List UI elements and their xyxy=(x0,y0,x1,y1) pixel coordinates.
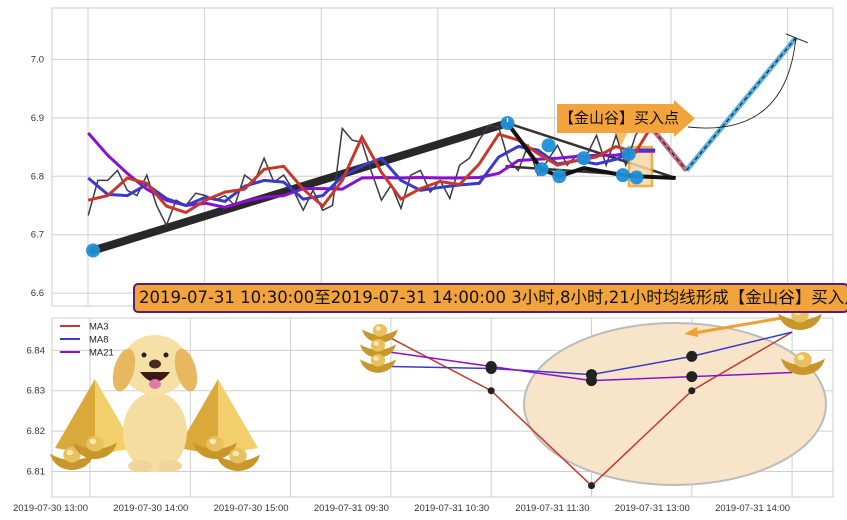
x-tick-label: 2019-07-31 09:30 xyxy=(314,503,389,514)
ingot-dome xyxy=(370,354,386,367)
puppy-body xyxy=(123,392,187,472)
legend-label-ma3: MA3 xyxy=(89,322,109,333)
top-plot-area xyxy=(51,7,834,307)
pivot-point xyxy=(629,170,644,185)
ingot-shine xyxy=(89,438,97,445)
gold-ingot-icon xyxy=(360,339,396,358)
ingot-shine xyxy=(797,354,805,361)
puppy-paw xyxy=(128,460,152,472)
pivot-point xyxy=(615,168,630,183)
gold-ingot-icon xyxy=(50,447,94,471)
pivot-point xyxy=(541,138,556,153)
top-y-tick-label: 7.0 xyxy=(31,54,44,65)
pivot-point xyxy=(621,147,636,162)
ma3-point xyxy=(588,482,595,490)
bottom-y-tick-label: 6.83 xyxy=(27,386,46,397)
buy-point-callout: 【金山谷】买入点 xyxy=(557,104,679,133)
puppy-eye xyxy=(141,352,147,358)
puppy-tongue xyxy=(149,379,161,389)
x-tick-label: 2019-07-31 10:30 xyxy=(414,503,489,514)
x-tick-label: 2019-07-31 13:00 xyxy=(615,503,690,514)
gold-ingot-icon xyxy=(360,354,396,373)
ingot-dome xyxy=(86,436,104,452)
puppy-eye xyxy=(163,352,169,358)
top-y-tick-label: 6.8 xyxy=(31,171,44,182)
pivot-point xyxy=(552,169,567,184)
puppy-nose xyxy=(149,359,161,369)
buy-zone-marker xyxy=(614,132,628,146)
pivot-point xyxy=(500,116,515,131)
gold-pyramid-icon xyxy=(178,379,218,455)
x-tick-label: 2019-07-31 14:00 xyxy=(715,503,790,514)
signal-banner: 2019-07-31 10:30:00至2019-07-31 14:00:00 … xyxy=(133,283,847,313)
top-y-tick-label: 6.9 xyxy=(31,113,44,124)
puppy-illustration xyxy=(112,335,198,472)
pivot-point xyxy=(534,162,549,177)
puppy-ear xyxy=(174,348,198,392)
legend-label-ma21: MA21 xyxy=(89,348,114,359)
top-price-panel: 6.6 6.7 6.8 6.9 7.0 xyxy=(31,7,834,307)
valley-highlight-ellipse xyxy=(523,322,827,486)
bottom-ma-panel: 2019-07-30 13:00 2019-07-30 14:00 2019-07-… xyxy=(13,307,834,514)
gold-ingot-icon xyxy=(781,352,825,376)
pointer-arrow-shaft xyxy=(693,316,783,335)
ingot-shine xyxy=(373,356,379,361)
target-marker xyxy=(785,33,809,44)
bottom-y-tick-label: 6.84 xyxy=(27,345,46,356)
target-curve xyxy=(687,37,797,129)
bottom-y-tick-label: 6.81 xyxy=(27,467,46,478)
bottom-y-tick-label: 6.82 xyxy=(27,426,46,437)
ma3-point xyxy=(688,387,696,395)
ingot-dome xyxy=(206,436,224,452)
ingot-dome xyxy=(370,339,386,352)
ingot-shine xyxy=(209,438,217,445)
pointer-arrow-head xyxy=(684,327,698,337)
gold-pyramid-icon-face xyxy=(218,379,258,455)
ma21-point xyxy=(686,371,698,383)
top-y-tick-label: 6.7 xyxy=(31,230,44,241)
ingot-shine xyxy=(375,326,381,331)
gold-ingot-icon xyxy=(362,324,398,343)
puppy-ear xyxy=(112,348,136,392)
ingot-shine xyxy=(232,450,240,457)
ma21-point xyxy=(586,375,597,387)
pivot-point xyxy=(576,151,591,166)
ingot-dome xyxy=(229,448,247,464)
gold-ingot-icon xyxy=(193,436,237,460)
top-y-tick-label: 6.6 xyxy=(31,288,44,299)
gold-pyramid-icon xyxy=(55,379,95,455)
x-tick-label: 2019-07-30 13:00 xyxy=(13,503,88,514)
x-tick-label: 2019-07-30 15:00 xyxy=(214,503,289,514)
ingot-shine xyxy=(373,341,379,346)
puppy-mouth xyxy=(140,372,170,382)
projection-up-dash xyxy=(685,37,797,171)
pivot-point xyxy=(86,243,101,258)
puppy-paw xyxy=(158,460,182,472)
ma3-line xyxy=(87,119,657,215)
callout-arrow xyxy=(557,100,695,137)
x-tick-label: 2019-07-30 14:00 xyxy=(113,503,188,514)
ma8-point xyxy=(686,350,698,362)
callout-text: 【金山谷】买入点 xyxy=(559,109,680,127)
gold-ingot-icon xyxy=(216,448,260,472)
ma3-point xyxy=(487,387,495,395)
gold-ingot-icon xyxy=(73,436,117,460)
ingot-dome xyxy=(372,324,388,337)
ma21-point xyxy=(485,360,497,372)
ingot-dome xyxy=(794,352,812,368)
ingot-shine xyxy=(66,449,74,456)
legend-label-ma8: MA8 xyxy=(89,335,109,346)
x-tick-label: 2019-07-31 11:30 xyxy=(515,503,589,514)
